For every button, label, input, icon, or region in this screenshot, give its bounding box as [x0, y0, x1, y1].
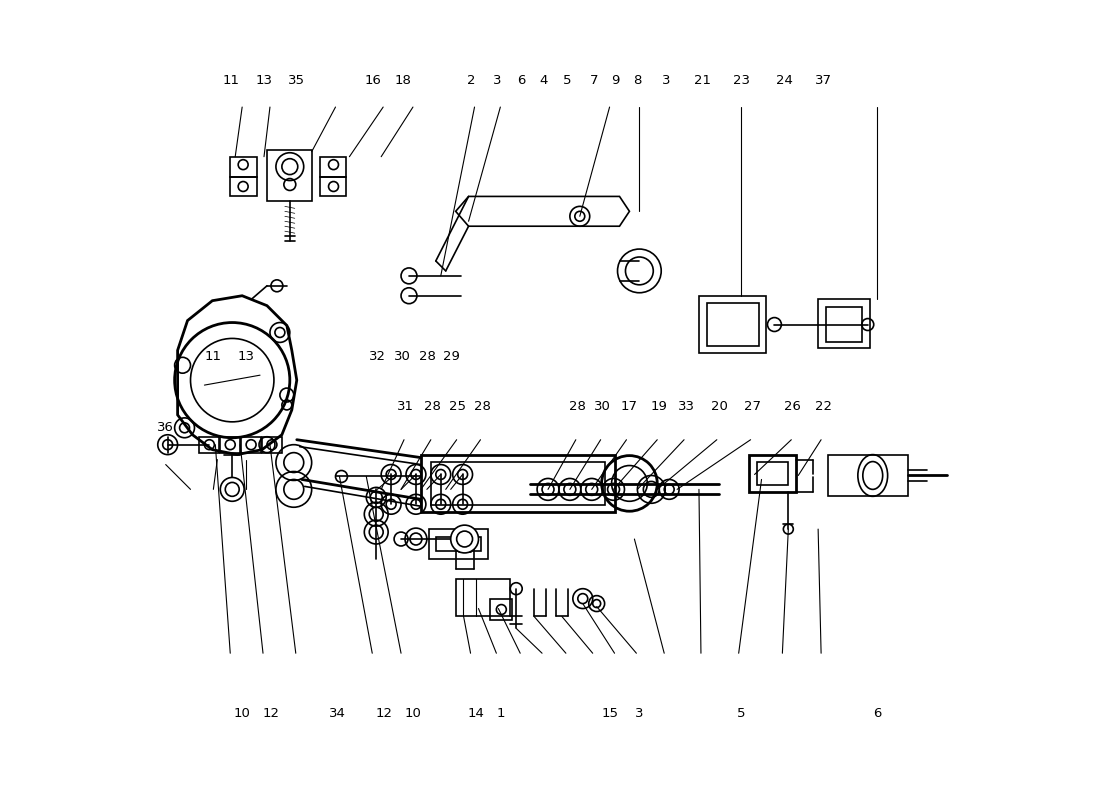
Bar: [757, 462, 789, 486]
Text: 33: 33: [678, 400, 695, 413]
Bar: [491, 598, 513, 621]
Text: 16: 16: [364, 74, 382, 87]
Text: 30: 30: [394, 350, 411, 363]
Text: 7: 7: [590, 74, 598, 87]
Bar: [818, 298, 870, 348]
Text: 22: 22: [815, 400, 832, 413]
Text: 11: 11: [222, 74, 240, 87]
Text: 10: 10: [233, 707, 251, 720]
Text: 5: 5: [737, 707, 746, 720]
Text: 30: 30: [594, 400, 610, 413]
Text: 13: 13: [255, 74, 273, 87]
Text: 28: 28: [424, 400, 440, 413]
Text: 23: 23: [733, 74, 750, 87]
Text: 8: 8: [634, 74, 641, 87]
Text: 24: 24: [777, 74, 793, 87]
Bar: [455, 578, 510, 617]
Text: 28: 28: [419, 350, 436, 363]
Text: 34: 34: [329, 707, 345, 720]
Bar: [707, 302, 759, 346]
Text: 29: 29: [443, 350, 460, 363]
Text: 12: 12: [263, 707, 279, 720]
Text: 6: 6: [517, 74, 526, 87]
Bar: [698, 296, 767, 354]
Text: 36: 36: [157, 422, 174, 434]
Text: 1: 1: [496, 707, 505, 720]
Text: 28: 28: [569, 400, 585, 413]
Text: 35: 35: [288, 74, 305, 87]
Text: 21: 21: [694, 74, 712, 87]
Text: 3: 3: [661, 74, 670, 87]
Text: 11: 11: [205, 350, 222, 363]
Text: 3: 3: [493, 74, 502, 87]
Text: 26: 26: [784, 400, 801, 413]
Text: 19: 19: [651, 400, 668, 413]
Bar: [429, 529, 488, 559]
Text: 2: 2: [468, 74, 475, 87]
Text: 13: 13: [238, 350, 255, 363]
Text: 37: 37: [815, 74, 832, 87]
Text: 20: 20: [711, 400, 728, 413]
Text: 18: 18: [394, 74, 411, 87]
Text: 25: 25: [449, 400, 465, 413]
Text: 5: 5: [563, 74, 572, 87]
Text: 9: 9: [612, 74, 619, 87]
Bar: [749, 454, 796, 492]
Text: 3: 3: [636, 707, 644, 720]
Text: 31: 31: [397, 400, 415, 413]
Text: 17: 17: [620, 400, 637, 413]
Text: 6: 6: [873, 707, 882, 720]
Bar: [436, 537, 482, 551]
Bar: [421, 454, 615, 512]
Text: 28: 28: [474, 400, 491, 413]
Text: 10: 10: [405, 707, 422, 720]
Text: 15: 15: [602, 707, 618, 720]
Bar: [828, 454, 907, 496]
Circle shape: [451, 525, 478, 553]
Bar: [826, 306, 861, 342]
Bar: [431, 462, 605, 506]
Text: 4: 4: [539, 74, 548, 87]
Text: 27: 27: [744, 400, 760, 413]
Text: 12: 12: [375, 707, 393, 720]
Circle shape: [220, 478, 244, 502]
Text: 32: 32: [368, 350, 386, 363]
Text: 14: 14: [468, 707, 484, 720]
